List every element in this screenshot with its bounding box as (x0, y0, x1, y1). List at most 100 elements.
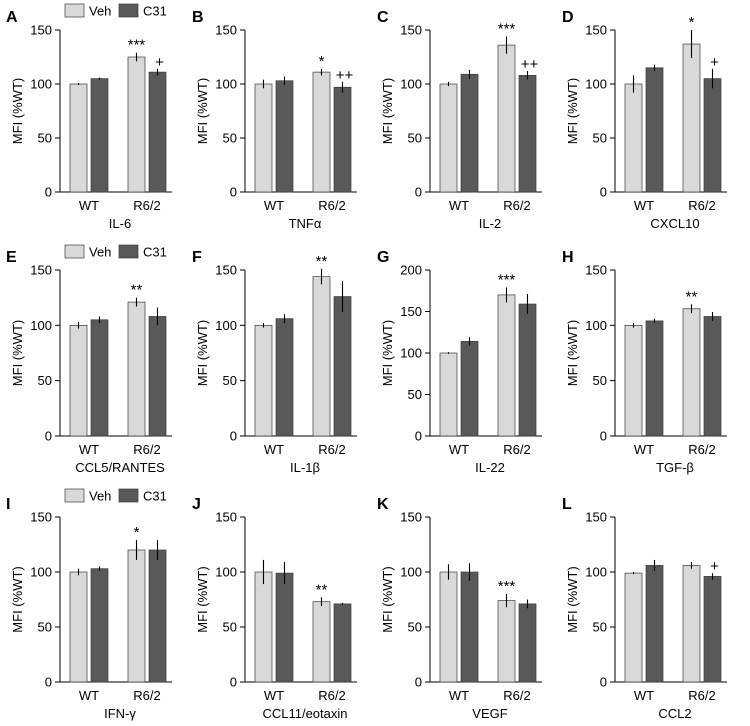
panel-letter: F (192, 249, 202, 266)
bar-veh-wt (69, 571, 88, 683)
bar-veh-wt (624, 324, 643, 437)
y-axis-label: MFI (%WT) (565, 78, 580, 144)
bar-veh-wt (69, 83, 88, 193)
category-label: R6/2 (688, 442, 715, 457)
y-axis-label: MFI (%WT) (565, 566, 580, 632)
bar-veh-wt (254, 83, 273, 193)
bar-c31-wt (275, 80, 294, 193)
y-tick-label: 150 (585, 23, 607, 38)
bar-c31-wt (275, 572, 294, 683)
category-label: WT (634, 198, 654, 213)
x-axis-label: IL-22 (475, 460, 505, 475)
panel-letter: K (377, 496, 389, 513)
bar-c31-wt (645, 320, 664, 437)
bar-c31-wt (90, 319, 109, 437)
legend-label-c31: C31 (143, 4, 167, 19)
significance-marker: *** (498, 20, 516, 37)
y-tick-label: 0 (415, 185, 422, 200)
y-axis-label: MFI (%WT) (10, 566, 25, 632)
y-tick-label: 0 (45, 429, 52, 444)
category-label: R6/2 (688, 688, 715, 703)
bar-c31-r62 (148, 316, 167, 437)
x-axis-label: IFN-γ (104, 706, 136, 721)
y-tick-label: 100 (215, 77, 237, 92)
legend-swatch-veh (64, 3, 85, 18)
bar-veh-wt (439, 352, 458, 437)
category-label: R6/2 (318, 198, 345, 213)
bar-c31-wt (90, 568, 109, 683)
y-tick-label: 0 (415, 675, 422, 690)
bar-veh-r62 (127, 56, 146, 193)
y-tick-label: 50 (223, 620, 237, 635)
y-tick-label: 50 (38, 373, 52, 388)
legend-swatch-c31 (118, 244, 139, 259)
y-tick-label: 0 (600, 675, 607, 690)
bar-veh-wt (624, 83, 643, 193)
y-tick-label: 100 (215, 318, 237, 333)
y-tick-label: 100 (585, 77, 607, 92)
y-axis-label: MFI (%WT) (565, 320, 580, 386)
bar-veh-r62 (312, 601, 331, 683)
bar-veh-wt (254, 324, 273, 437)
bar-veh-r62 (682, 308, 701, 437)
significance-marker: ** (316, 253, 328, 270)
category-label: WT (634, 688, 654, 703)
bar-c31-wt (460, 571, 479, 683)
y-axis-label: MFI (%WT) (10, 320, 25, 386)
y-tick-label: 150 (30, 510, 52, 525)
y-tick-label: 150 (215, 23, 237, 38)
bar-c31-wt (90, 78, 109, 193)
category-label: WT (264, 442, 284, 457)
bar-c31-wt (460, 73, 479, 193)
significance-marker: * (319, 53, 325, 70)
panel-f: F 0 50 100 150 MFI (%WT) WT R6/2 IL-1β ** (192, 249, 357, 475)
legend-label-veh: Veh (89, 4, 111, 19)
y-tick-label: 0 (45, 675, 52, 690)
y-tick-label: 100 (30, 318, 52, 333)
category-label: R6/2 (318, 442, 345, 457)
bar-c31-r62 (703, 576, 722, 683)
category-label: R6/2 (503, 198, 530, 213)
bar-veh-r62 (127, 549, 146, 683)
y-tick-label: 150 (30, 263, 52, 278)
bar-veh-r62 (682, 565, 701, 683)
x-axis-label: CCL2 (658, 706, 691, 721)
category-label: WT (449, 198, 469, 213)
legend-label-veh: Veh (89, 489, 111, 504)
bar-c31-r62 (148, 549, 167, 683)
legend-label-veh: Veh (89, 245, 111, 260)
panel-h: H 0 50 100 150 MFI (%WT) WT R6/2 TGF-β ** (562, 249, 727, 475)
y-tick-label: 150 (215, 263, 237, 278)
y-axis-label: MFI (%WT) (10, 78, 25, 144)
bar-c31-r62 (333, 603, 352, 683)
category-label: R6/2 (503, 442, 530, 457)
y-axis-label: MFI (%WT) (195, 566, 210, 632)
category-label: WT (634, 442, 654, 457)
category-label: WT (449, 688, 469, 703)
y-tick-label: 0 (600, 429, 607, 444)
category-label: WT (264, 688, 284, 703)
significance-marker: ** (131, 282, 143, 299)
y-tick-label: 150 (585, 263, 607, 278)
bar-veh-r62 (497, 44, 516, 193)
legend-swatch-veh (64, 244, 85, 259)
panel-g: G 0 50 100 150 200 MFI (%WT) WT R6/2 IL-22 *** (377, 249, 542, 475)
y-tick-label: 50 (223, 373, 237, 388)
y-tick-label: 150 (400, 510, 422, 525)
panel-k: K 0 50 100 150 MFI (%WT) WT R6/2 VEGF *** (377, 496, 542, 721)
bar-c31-wt (460, 341, 479, 437)
category-label: R6/2 (133, 442, 160, 457)
significance-marker: ++ (336, 67, 354, 84)
y-tick-label: 50 (408, 387, 422, 402)
y-tick-label: 150 (585, 510, 607, 525)
bar-c31-r62 (518, 603, 537, 683)
panel-d: D 0 50 100 150 MFI (%WT) WT R6/2 CXCL10 * + (562, 9, 727, 231)
y-tick-label: 100 (400, 565, 422, 580)
bar-veh-r62 (312, 276, 331, 437)
y-axis-label: MFI (%WT) (380, 566, 395, 632)
panel-a: A 0 50 100 150 MFI (%WT) WT R6/2IL-6 *** + (6, 9, 172, 231)
panel-letter: I (6, 496, 10, 513)
y-tick-label: 50 (593, 131, 607, 146)
category-label: WT (449, 442, 469, 457)
